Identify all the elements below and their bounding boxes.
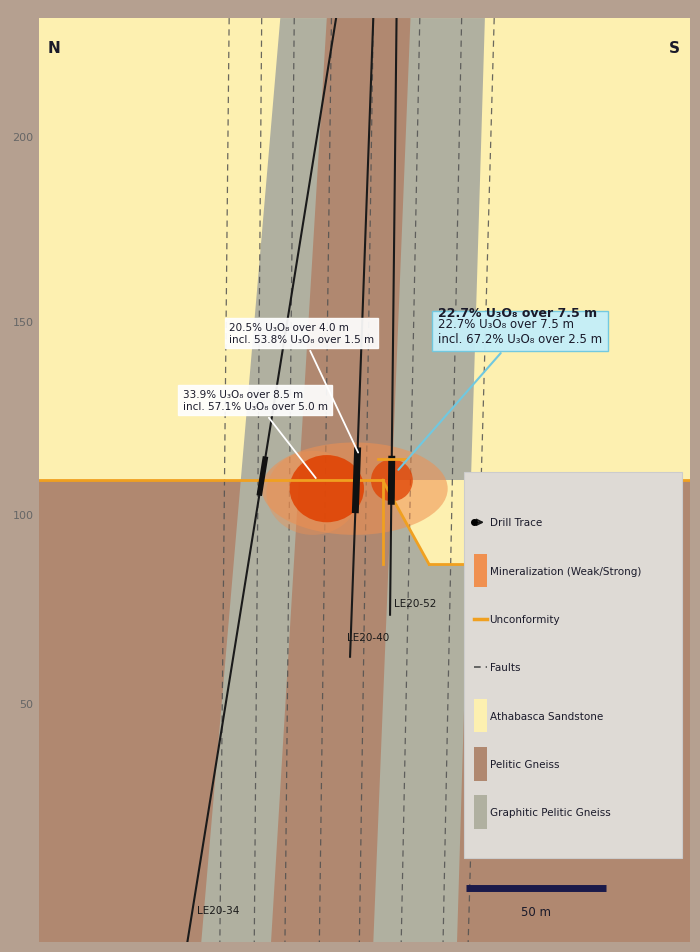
Text: 22.7% U₃O₈ over 7.5 m: 22.7% U₃O₈ over 7.5 m — [438, 307, 598, 320]
Polygon shape — [271, 19, 410, 942]
Text: 50 m: 50 m — [521, 904, 551, 918]
Ellipse shape — [262, 443, 448, 535]
Text: 33.9% U₃O₈ over 8.5 m
incl. 57.1% U₃O₈ over 5.0 m: 33.9% U₃O₈ over 8.5 m incl. 57.1% U₃O₈ o… — [183, 389, 328, 479]
Text: Unconformity: Unconformity — [564, 542, 648, 555]
Text: Faults: Faults — [489, 663, 520, 672]
Bar — [474, 699, 486, 733]
Bar — [474, 747, 486, 781]
Polygon shape — [383, 481, 550, 565]
Text: N: N — [48, 41, 61, 55]
Bar — [474, 796, 486, 829]
Text: 22.7% U₃O₈ over 7.5 m
incl. 67.2% U₃O₈ over 2.5 m: 22.7% U₃O₈ over 7.5 m incl. 67.2% U₃O₈ o… — [398, 317, 603, 470]
Text: LE20-52: LE20-52 — [394, 599, 436, 608]
Text: Unconformity: Unconformity — [489, 614, 560, 625]
Ellipse shape — [290, 456, 364, 523]
Bar — [38, 481, 690, 942]
Bar — [38, 19, 690, 481]
Bar — [474, 554, 486, 587]
Text: Pelitic Gneiss: Pelitic Gneiss — [489, 759, 559, 769]
Text: Drill Trace: Drill Trace — [489, 518, 542, 527]
Ellipse shape — [266, 451, 359, 535]
Text: Mineralization (Weak/Strong): Mineralization (Weak/Strong) — [489, 566, 641, 576]
Text: Graphitic Pelitic Gneiss: Graphitic Pelitic Gneiss — [489, 807, 610, 818]
Text: 20.5% U₃O₈ over 4.0 m
incl. 53.8% U₃O₈ over 1.5 m: 20.5% U₃O₈ over 4.0 m incl. 53.8% U₃O₈ o… — [229, 323, 374, 453]
FancyBboxPatch shape — [464, 472, 682, 859]
Polygon shape — [202, 19, 485, 942]
Text: LE20-34: LE20-34 — [197, 905, 239, 915]
Text: S: S — [669, 41, 680, 55]
Ellipse shape — [371, 460, 413, 502]
Text: Athabasca Sandstone: Athabasca Sandstone — [489, 711, 603, 721]
Text: LE20-40: LE20-40 — [347, 632, 389, 643]
